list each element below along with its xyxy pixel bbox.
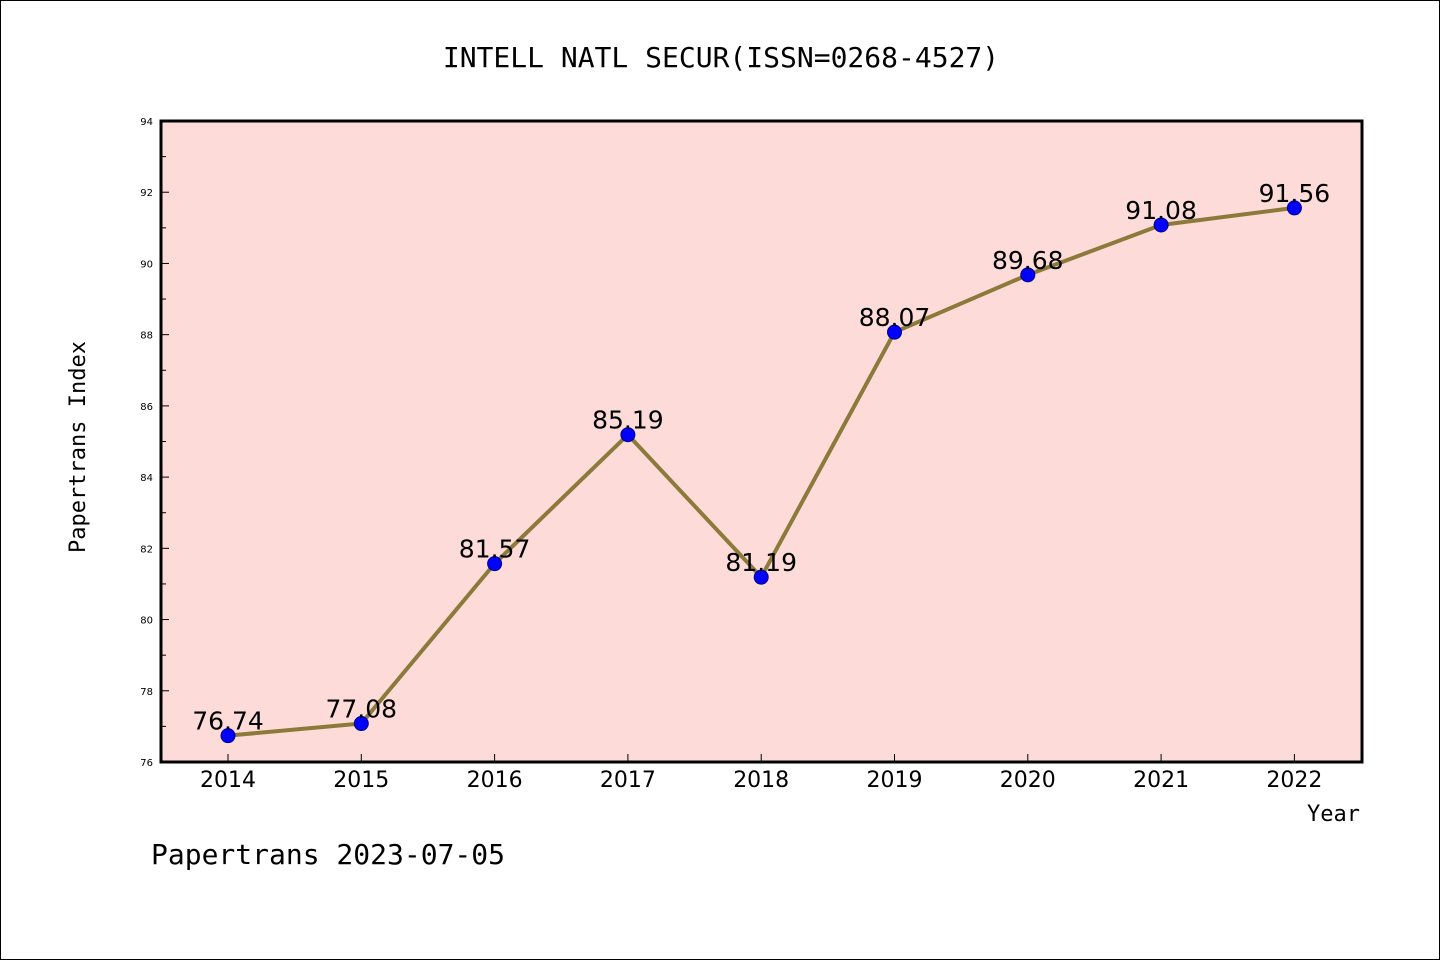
x-tick-label: 2022 <box>1266 768 1322 793</box>
data-label: 91.56 <box>1259 179 1331 208</box>
y-tick-label: 78 <box>140 687 153 698</box>
y-tick-label: 94 <box>140 117 153 128</box>
data-label: 85.19 <box>592 406 664 435</box>
x-axis: 2014 2015 2016 2017 2018 2019 2020 2021 2022 <box>200 754 1322 793</box>
x-tick-label: 2017 <box>600 768 656 793</box>
y-tick-label: 88 <box>140 331 153 342</box>
y-tick-label: 86 <box>140 402 153 413</box>
data-point-marker <box>353 716 369 732</box>
y-tick-label: 76 <box>140 758 153 769</box>
data-label: 91.08 <box>1125 196 1197 225</box>
data-point-marker <box>620 427 636 443</box>
data-point-marker <box>753 569 769 585</box>
y-tick-label: 92 <box>140 188 153 199</box>
x-tick-label: 2018 <box>733 768 789 793</box>
data-label: 81.57 <box>459 535 531 564</box>
data-label: 89.68 <box>992 246 1064 275</box>
data-point-marker <box>1153 217 1169 233</box>
data-label: 76.74 <box>192 707 264 736</box>
y-axis-label: Papertrans Index <box>66 341 91 553</box>
x-tick-label: 2020 <box>1000 768 1056 793</box>
y-axis: 76 78 80 82 84 86 88 90 92 94 <box>140 117 169 769</box>
data-point-marker <box>220 728 236 744</box>
y-tick-label: 84 <box>140 473 153 484</box>
x-axis-label: Year <box>1307 802 1360 827</box>
footer-text: Papertrans 2023-07-05 <box>151 838 505 871</box>
data-point-marker <box>1020 267 1036 283</box>
y-tick-label: 82 <box>140 544 153 555</box>
x-tick-label: 2015 <box>333 768 389 793</box>
y-tick-label: 80 <box>140 616 153 627</box>
data-label: 81.19 <box>725 548 797 577</box>
data-point-marker <box>487 556 503 572</box>
data-label: 77.08 <box>326 695 398 724</box>
x-tick-label: 2014 <box>200 768 256 793</box>
x-tick-label: 2019 <box>867 768 923 793</box>
x-tick-label: 2021 <box>1133 768 1189 793</box>
data-label-group: 76.74 77.08 81.57 85.19 81.19 88.07 89.68 91.08… <box>192 179 1330 736</box>
x-tick-label: 2016 <box>467 768 523 793</box>
series-line-group <box>220 200 1302 744</box>
data-point-marker <box>1286 200 1302 216</box>
chart-title: INTELL NATL SECUR(ISSN=0268-4527) <box>443 41 999 74</box>
data-point-marker <box>887 324 902 340</box>
data-label: 88.07 <box>859 303 931 332</box>
y-tick-label: 90 <box>140 259 153 270</box>
